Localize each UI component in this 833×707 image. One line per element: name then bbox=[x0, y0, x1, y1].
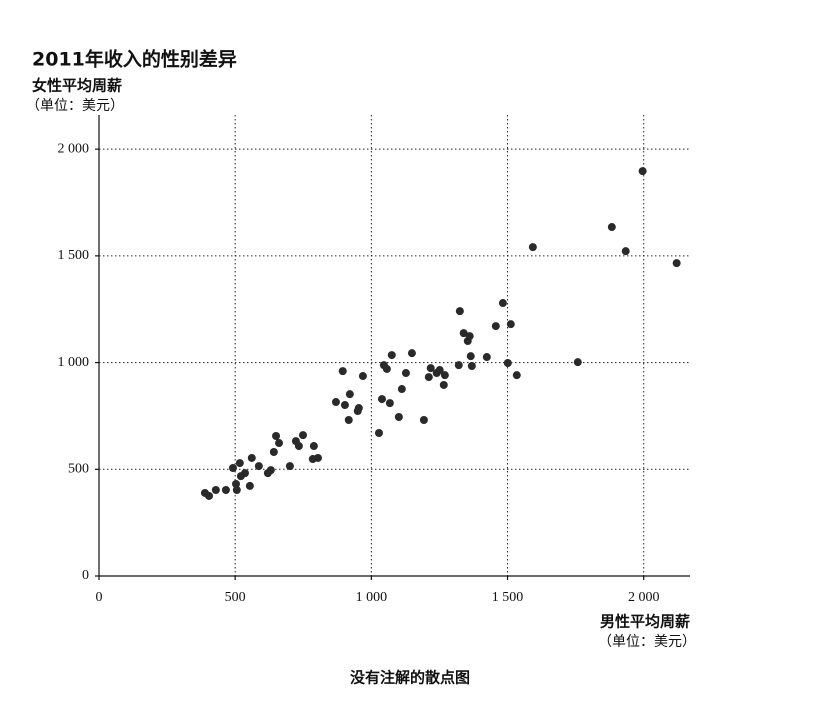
point bbox=[394, 412, 403, 421]
point bbox=[266, 466, 275, 475]
point bbox=[313, 453, 322, 462]
point bbox=[298, 431, 307, 440]
point bbox=[228, 464, 237, 473]
point bbox=[397, 385, 406, 394]
point bbox=[440, 371, 449, 380]
point bbox=[382, 364, 391, 373]
point bbox=[503, 359, 512, 368]
point bbox=[374, 429, 383, 438]
point bbox=[435, 366, 444, 375]
x-tick-label: 500 bbox=[225, 590, 246, 605]
point bbox=[638, 167, 647, 176]
point bbox=[387, 351, 396, 360]
y-axis-label: 女性平均周薪 bbox=[32, 77, 122, 95]
point bbox=[439, 380, 448, 389]
caption: 没有注解的散点图 bbox=[350, 669, 470, 687]
x-axis-unit: （单位：美元） bbox=[598, 634, 696, 650]
point bbox=[621, 247, 630, 256]
point bbox=[424, 373, 433, 382]
point bbox=[331, 398, 340, 407]
point bbox=[232, 485, 241, 494]
point bbox=[377, 395, 386, 404]
point bbox=[285, 462, 294, 471]
point bbox=[454, 361, 463, 370]
point bbox=[211, 485, 220, 494]
point bbox=[240, 469, 249, 478]
point bbox=[254, 462, 263, 471]
point bbox=[512, 371, 521, 380]
y-tick-label: 1 500 bbox=[58, 248, 90, 263]
y-tick-label: 500 bbox=[68, 462, 89, 477]
point bbox=[245, 481, 254, 490]
x-axis-label: 男性平均周薪 bbox=[600, 613, 690, 631]
point bbox=[272, 431, 281, 440]
point bbox=[235, 459, 244, 468]
y-axis-unit: （单位：美元） bbox=[26, 98, 124, 114]
point bbox=[354, 404, 363, 413]
x-tick-label: 2 000 bbox=[628, 590, 660, 605]
chart-title: 2011年收入的性别差异 bbox=[32, 48, 237, 71]
point bbox=[455, 307, 464, 316]
point bbox=[482, 353, 491, 362]
point bbox=[467, 361, 476, 370]
point bbox=[269, 447, 278, 456]
point bbox=[247, 453, 256, 462]
point bbox=[345, 390, 354, 399]
point bbox=[573, 358, 582, 367]
point bbox=[205, 491, 214, 500]
point bbox=[344, 415, 353, 424]
y-tick-label: 0 bbox=[82, 568, 89, 583]
point bbox=[419, 415, 428, 424]
point bbox=[459, 329, 468, 338]
point bbox=[275, 439, 284, 448]
point bbox=[607, 223, 616, 232]
point bbox=[338, 367, 347, 376]
y-tick-label: 2 000 bbox=[58, 141, 90, 156]
point bbox=[407, 349, 416, 358]
x-tick-label: 0 bbox=[96, 590, 103, 605]
point bbox=[672, 259, 681, 268]
point bbox=[466, 352, 475, 361]
point bbox=[358, 372, 367, 381]
point bbox=[528, 243, 537, 252]
y-tick-label: 1 000 bbox=[58, 355, 90, 370]
point bbox=[401, 369, 410, 378]
point bbox=[491, 322, 500, 331]
point bbox=[465, 332, 474, 341]
point bbox=[506, 320, 515, 329]
point bbox=[309, 442, 318, 451]
x-tick-label: 1 000 bbox=[356, 590, 388, 605]
point bbox=[294, 442, 303, 451]
point bbox=[340, 401, 349, 410]
x-tick-label: 1 500 bbox=[492, 590, 524, 605]
point bbox=[426, 364, 435, 373]
point bbox=[231, 480, 240, 489]
point bbox=[385, 399, 394, 408]
point bbox=[221, 485, 230, 494]
point bbox=[498, 299, 507, 308]
